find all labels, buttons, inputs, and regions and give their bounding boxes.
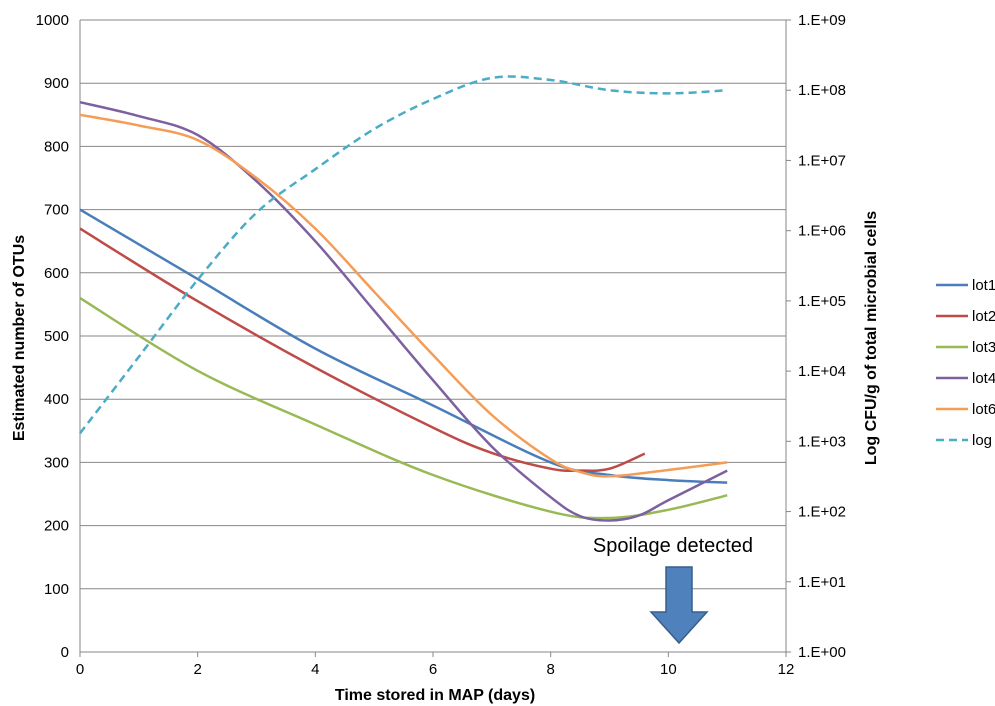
legend-label: lot4 xyxy=(972,370,995,387)
y-tick-label: 900 xyxy=(44,75,69,92)
y-tick-label: 700 xyxy=(44,202,69,219)
y2-tick-label: 1.E+09 xyxy=(798,12,846,29)
y2-tick-label: 1.E+02 xyxy=(798,504,846,521)
gridlines xyxy=(80,19,786,653)
y-tick-label: 800 xyxy=(44,138,69,155)
series-line-lot3 xyxy=(79,297,728,520)
y-tick-label: 400 xyxy=(44,391,69,408)
series-line-lot2 xyxy=(79,227,646,473)
y-tick-label: 100 xyxy=(44,581,69,598)
x-tick-label: 12 xyxy=(778,661,795,678)
y-tick-label: 200 xyxy=(44,518,69,535)
x-tick-label: 10 xyxy=(660,661,677,678)
y-tick-label: 600 xyxy=(44,265,69,282)
x-tick-label: 6 xyxy=(429,661,437,678)
y2-axis-ticks: 1.E+00 1.E+01 1.E+02 1.E+03 1.E+04 1.E+05 1.E+… xyxy=(786,12,846,661)
y-axis-ticks: 0 100 200 300 400 500 600 700 800 900 1000 xyxy=(36,12,69,661)
legend-label: lot6 xyxy=(972,401,995,418)
x-axis-title: Time stored in MAP (days) xyxy=(335,687,535,704)
legend: lot1 lot2 lot3 lot4 lot6 log xyxy=(936,277,995,449)
y2-tick-label: 1.E+04 xyxy=(798,363,846,380)
x-tick-label: 8 xyxy=(546,661,554,678)
spoilage-label: Spoilage detected xyxy=(593,535,753,557)
series-layer xyxy=(79,75,728,522)
y-tick-label: 500 xyxy=(44,328,69,345)
x-tick-label: 0 xyxy=(76,661,84,678)
y-tick-label: 0 xyxy=(61,644,69,661)
spoilage-arrow-icon xyxy=(649,566,709,645)
legend-label: lot1 xyxy=(972,277,995,294)
x-axis-ticks: 0 2 4 6 8 10 12 xyxy=(76,652,795,678)
legend-label: lot3 xyxy=(972,339,995,356)
x-tick-label: 4 xyxy=(311,661,319,678)
series-line-lot4 xyxy=(79,100,728,522)
y2-tick-label: 1.E+07 xyxy=(798,152,846,169)
y2-tick-label: 1.E+06 xyxy=(798,223,846,240)
y-tick-label: 1000 xyxy=(36,12,69,29)
y2-tick-label: 1.E+01 xyxy=(798,574,846,591)
x-tick-label: 2 xyxy=(193,661,201,678)
y-tick-label: 300 xyxy=(44,454,69,471)
series-line-lot1 xyxy=(79,208,728,484)
legend-label: lot2 xyxy=(972,308,995,325)
y2-tick-label: 1.E+00 xyxy=(798,644,846,661)
spoilage-annotation: Spoilage detected xyxy=(593,535,753,645)
series-line-log xyxy=(79,75,728,435)
y2-axis-title: Log CFU/g of total microbial cells xyxy=(863,211,880,465)
legend-label: log xyxy=(972,432,992,449)
y2-tick-label: 1.E+03 xyxy=(798,433,846,450)
y2-tick-label: 1.E+08 xyxy=(798,82,846,99)
y2-tick-label: 1.E+05 xyxy=(798,293,846,310)
series-line-lot6 xyxy=(79,113,728,478)
y-axis-title: Estimated number of OTUs xyxy=(11,235,28,441)
